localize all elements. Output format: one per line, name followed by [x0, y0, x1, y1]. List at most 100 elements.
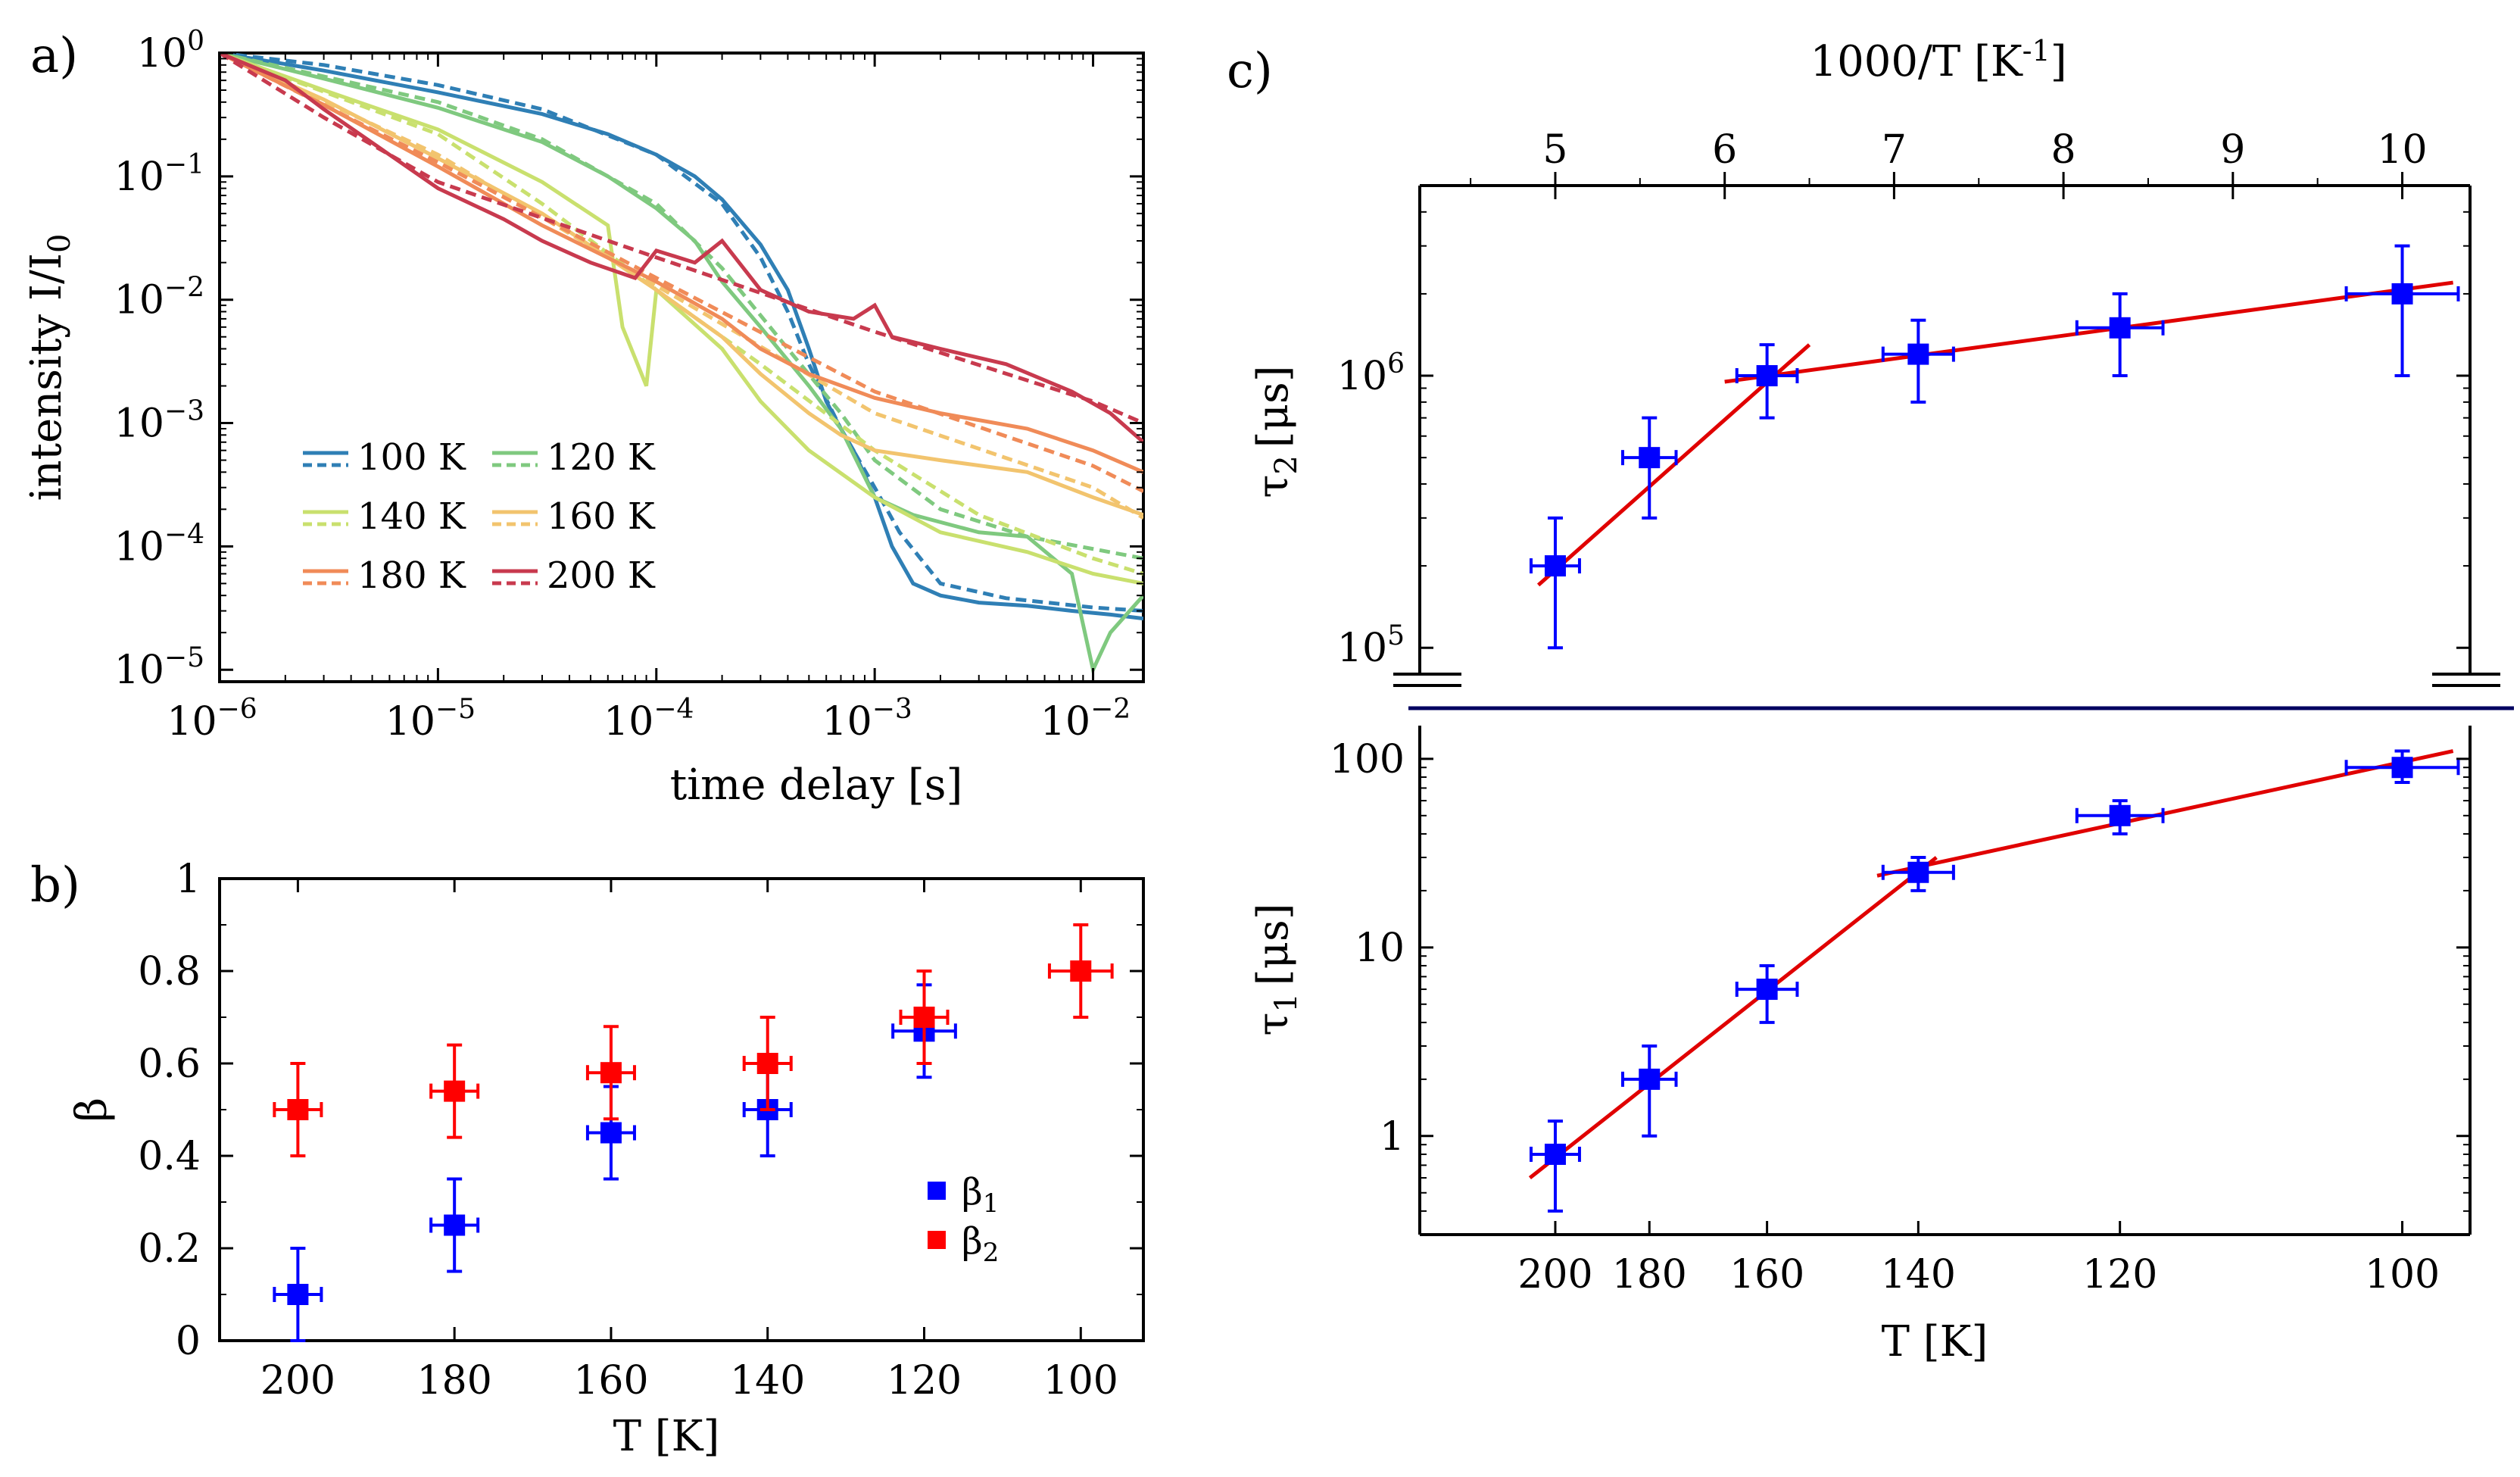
panel-b-xtick-label: 120 [887, 1358, 962, 1404]
beta2-point [913, 1007, 935, 1028]
panel-a-ytick-label: 10−5 [114, 642, 204, 693]
panel-c-lower-ytick-label: 100 [1330, 737, 1405, 782]
tau1-fit-line [1876, 749, 2454, 878]
panel-c: 1000/T [K-1] T [K] τ2[μs] τ1[μs] [1249, 34, 2514, 1366]
panel-c-bottom-tick-label: 140 [1881, 1252, 1956, 1297]
panel-b: T [K] β [67, 877, 1145, 1461]
beta1-point [600, 1122, 622, 1144]
legend-beta2-marker [928, 1231, 946, 1249]
panel-a-ytick-label: 10−4 [114, 519, 204, 570]
beta2-point [444, 1080, 466, 1102]
panel-c-top-tick-label: 6 [1712, 127, 1737, 173]
panel-c-upper-ytick-label: 105 [1337, 620, 1405, 671]
tau1-point [1639, 1068, 1661, 1090]
legend-beta1-label: β1 [962, 1171, 999, 1219]
panel-c-lower-ytick-label: 10 [1355, 926, 1405, 971]
series-140K-fit-line [220, 53, 1143, 576]
panel-a-ylabel: intensity I/I0 [22, 234, 77, 501]
beta2-point [756, 1053, 778, 1074]
tau2-point [1639, 447, 1661, 469]
panel-a-ytick-label: 100 [137, 26, 204, 77]
panel-a-xtick-label: 10−2 [1040, 694, 1131, 745]
panel-c-bottom-tick-label: 180 [1612, 1252, 1687, 1297]
panel-a: time delay [s] intensity I/I0 [22, 52, 1145, 810]
panel-b-xtick-label: 140 [730, 1358, 805, 1404]
series-200K-data-line [220, 53, 1143, 444]
series-100K-fit-line [220, 53, 1143, 613]
beta2-point [600, 1062, 622, 1084]
legend-beta2-label: β2 [962, 1220, 999, 1268]
panel-b-ytick-label: 0 [176, 1319, 201, 1364]
series-180K-fit-line [220, 53, 1143, 493]
tau2-fit-line [1724, 280, 2453, 384]
panel-a-label: a) [30, 28, 78, 84]
panel-a-plot-area [220, 53, 1143, 676]
series-200K-fit-line [220, 53, 1143, 425]
panel-a-ytick-label: 10−1 [114, 149, 204, 200]
panel-b-xtick-label: 180 [417, 1358, 492, 1404]
panel-c-top-tick-label: 8 [2051, 127, 2076, 173]
panel-b-xtick-label: 160 [573, 1358, 648, 1404]
panel-b-ytick-label: 1 [176, 857, 201, 902]
panel-a-xtick-label: 10−6 [167, 694, 257, 745]
panel-c-upper-ylabel: τ2[μs] [1249, 365, 1304, 498]
panel-c-lower-ytick-label: 1 [1380, 1114, 1405, 1160]
panel-a-ytick-label: 10−3 [114, 396, 204, 447]
tau1-point [2391, 757, 2413, 779]
panel-a-xtick-label: 10−3 [822, 694, 912, 745]
tau1-point [1756, 979, 1778, 1001]
panel-a-xlabel: time delay [s] [670, 760, 963, 810]
panel-c-top-tick-label: 10 [2377, 127, 2427, 173]
panel-c-bottom-tick-label: 100 [2365, 1252, 2440, 1297]
legend-180K-label: 180 K [357, 554, 466, 597]
panel-b-frame [218, 877, 1145, 1342]
legend-beta1-marker [928, 1182, 946, 1200]
panel-a-xtick-label: 10−5 [385, 694, 476, 745]
panel-c-top-tick-label: 5 [1542, 127, 1567, 173]
panel-b-ytick-label: 0.6 [138, 1041, 201, 1087]
beta1-point [287, 1284, 309, 1305]
tau2-point [2109, 317, 2131, 339]
legend-140K-label: 140 K [357, 495, 466, 538]
beta2-point [1070, 960, 1092, 982]
panel-c-bottom-tick-label: 160 [1729, 1252, 1804, 1297]
series-120K-data-line [220, 53, 1143, 676]
panel-b-xtick-label: 200 [260, 1358, 335, 1404]
legend-120K-label: 120 K [547, 436, 656, 479]
tau2-point [1907, 343, 1929, 365]
series-180K-data-line [220, 53, 1143, 474]
beta2-point [287, 1099, 309, 1120]
tau2-point [2391, 283, 2413, 304]
panel-c-top-tick-label: 7 [1882, 127, 1907, 173]
panel-b-ylabel: β [67, 1098, 117, 1122]
tau2-point [1544, 555, 1566, 577]
series-140K-data-line [220, 53, 1143, 585]
panel-b-xtick-label: 100 [1043, 1358, 1118, 1404]
tau1-point [1544, 1143, 1566, 1165]
tau1-fit-line [1528, 856, 1938, 1180]
panel-c-top-xlabel: 1000/T [K-1] [1810, 34, 2066, 86]
panel-b-ytick-label: 0.8 [138, 949, 201, 995]
tau1-point [2109, 804, 2131, 826]
panel-b-ytick-label: 0.4 [138, 1134, 201, 1179]
beta1-point [444, 1214, 466, 1236]
series-160K-data-line [220, 53, 1143, 517]
panel-c-top-tick-label: 9 [2220, 127, 2245, 173]
panel-c-bottom-tick-label: 200 [1517, 1252, 1592, 1297]
panel-b-xlabel: T [K] [613, 1412, 720, 1461]
tau2-point [1756, 365, 1778, 387]
panel-c-upper-ytick-label: 106 [1337, 348, 1405, 399]
panel-b-ytick-label: 0.2 [138, 1226, 201, 1272]
panel-c-lower-ylabel: τ1[μs] [1249, 903, 1304, 1035]
panel-c-xlabel: T [K] [1882, 1317, 1988, 1366]
panel-a-frame [218, 52, 1145, 683]
legend-200K-label: 200 K [547, 554, 656, 597]
legend-160K-label: 160 K [547, 495, 656, 538]
panel-b-label: b) [30, 857, 80, 913]
panel-a-ytick-label: 10−2 [114, 273, 204, 323]
legend-100K-label: 100 K [357, 436, 466, 479]
panel-c-label: c) [1227, 43, 1273, 99]
panel-c-bottom-tick-label: 120 [2082, 1252, 2157, 1297]
panel-a-xtick-label: 10−4 [603, 694, 694, 745]
